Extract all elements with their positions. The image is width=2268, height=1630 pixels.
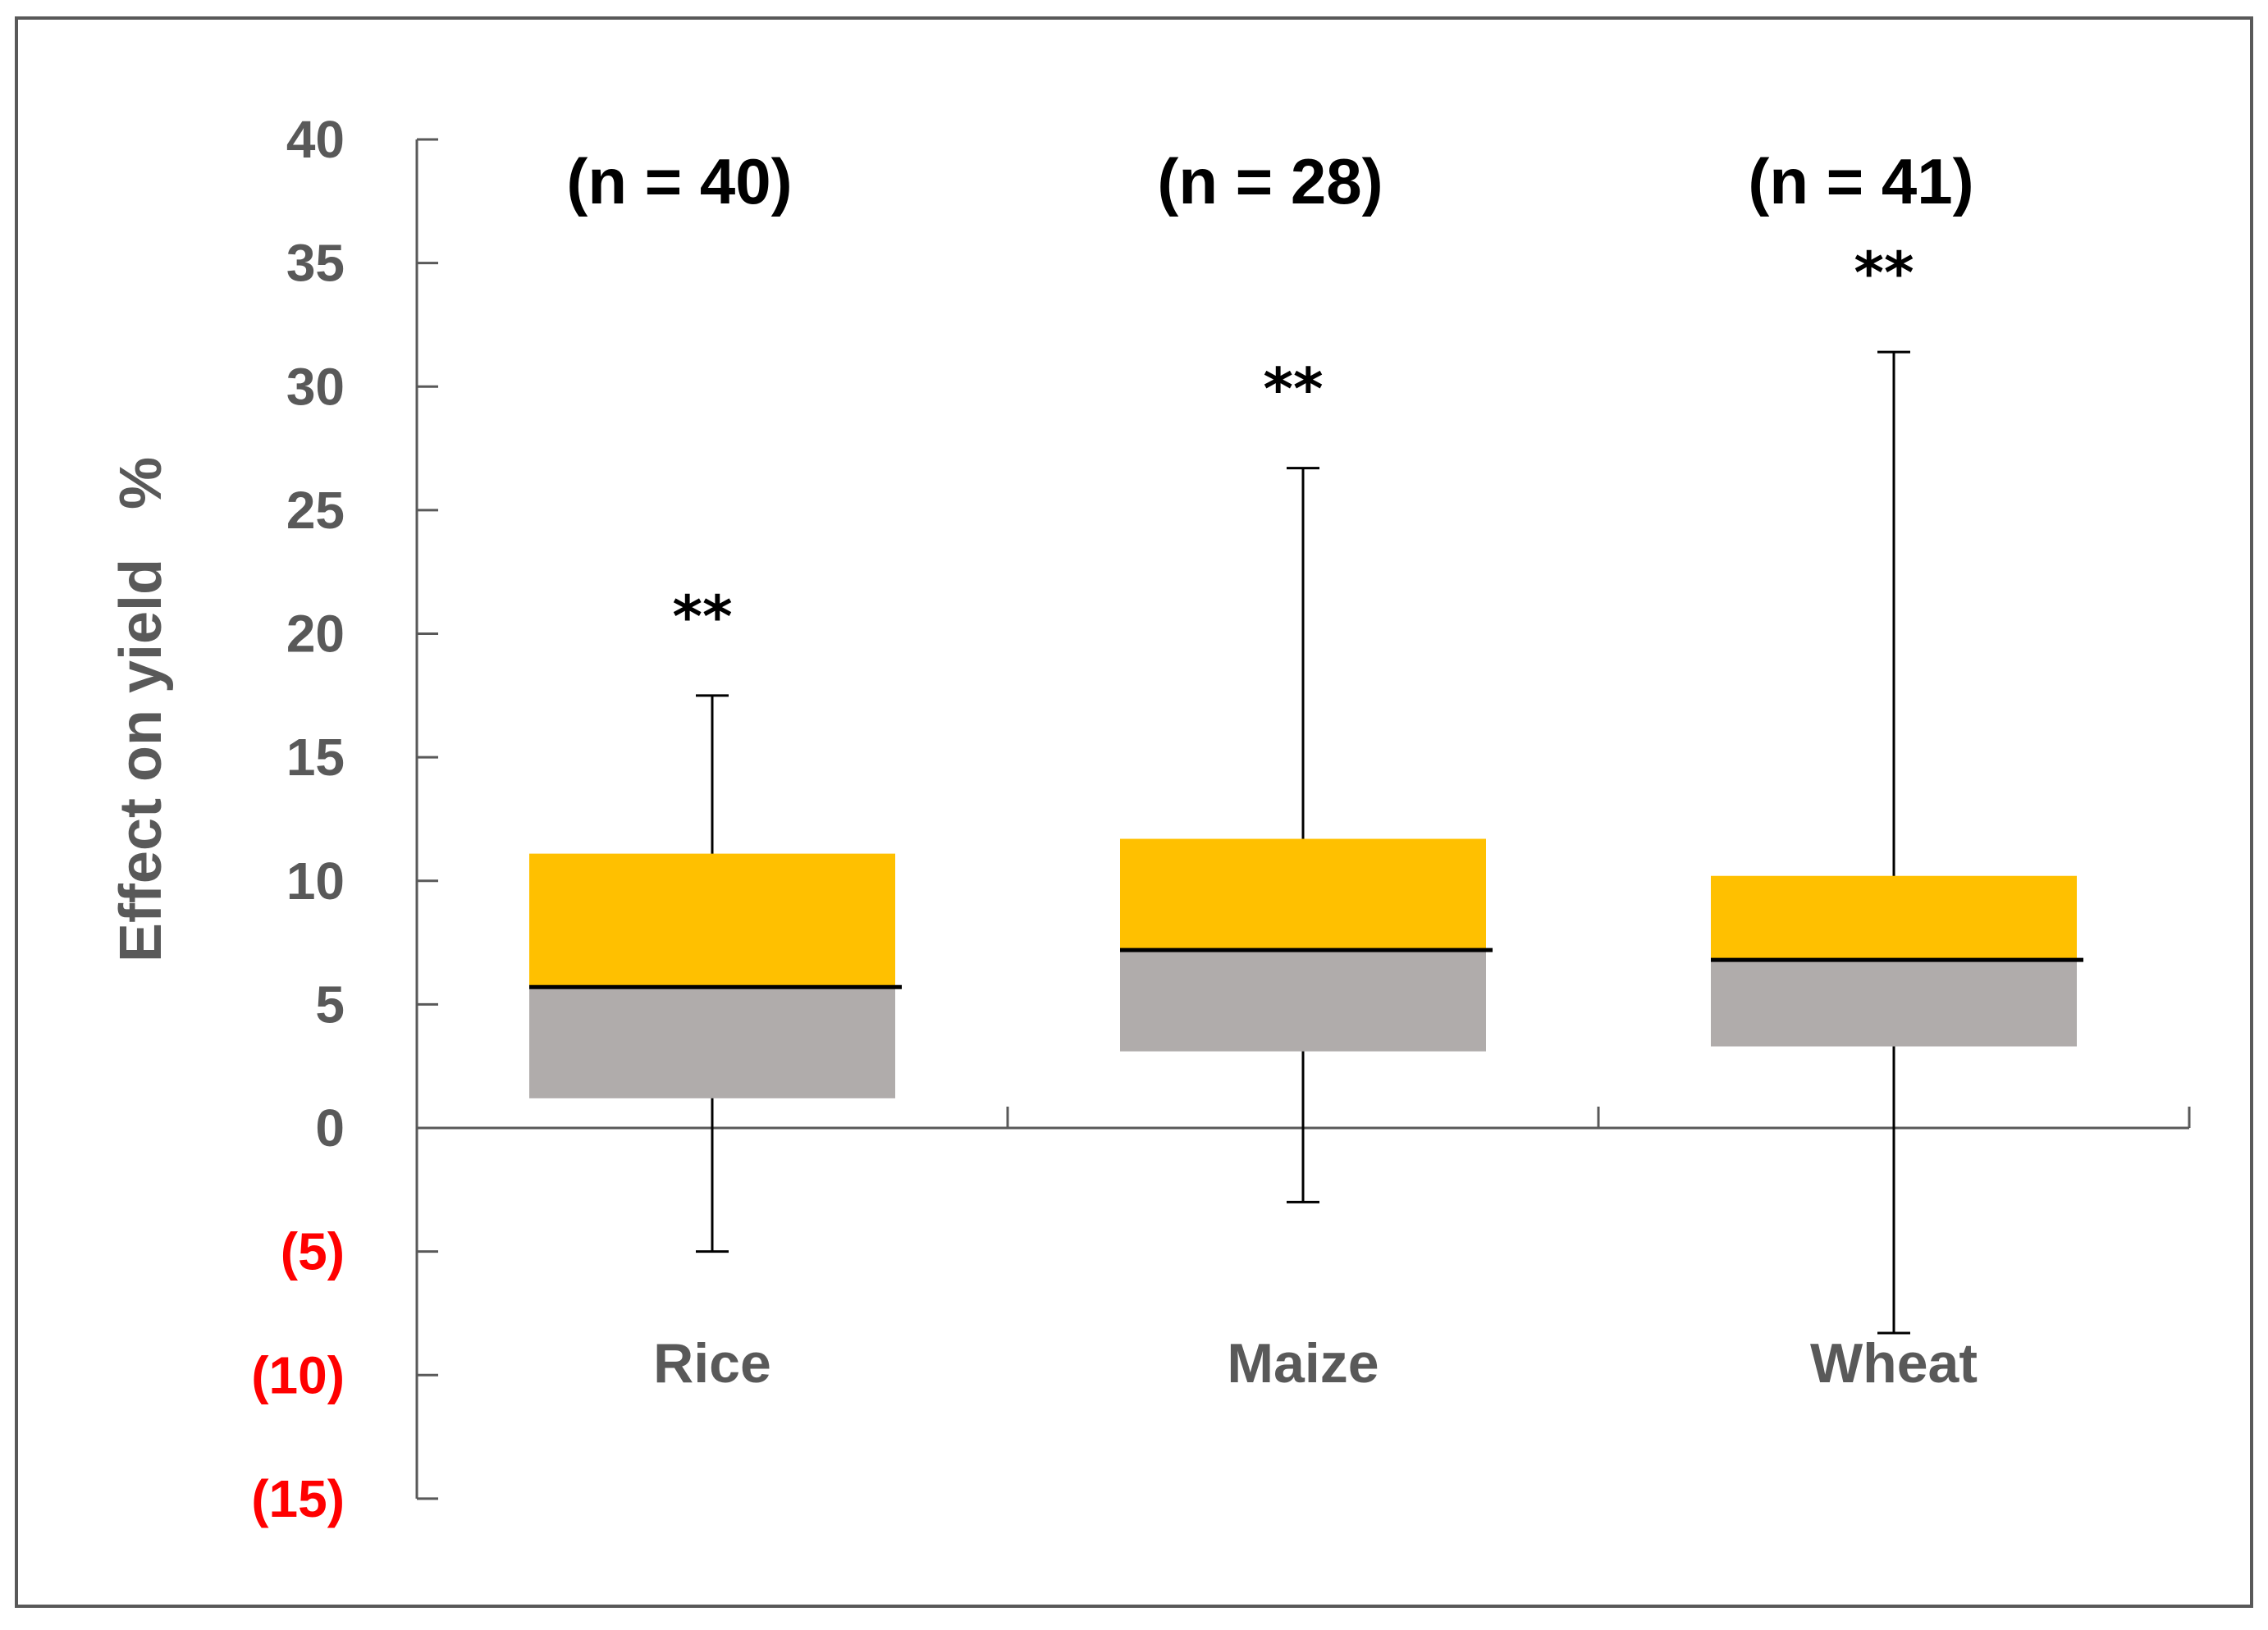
y-tick-label: (15) [251, 1469, 345, 1528]
y-tick-label: 30 [286, 357, 345, 416]
significance-label: ** [1854, 240, 1914, 307]
box-maize [1120, 467, 1493, 1203]
y-tick-label: 5 [315, 975, 345, 1034]
sample-size-label: (n = 40) [566, 145, 792, 217]
x-category-label: Maize [1227, 1332, 1379, 1395]
box-series [529, 350, 2083, 1335]
annotations: ** (n = 40) Rice ** (n = 28) Maize ** (n = 41) W… [566, 145, 1978, 1395]
y-tick-label: 20 [286, 605, 345, 664]
box-lower-quartile [1120, 950, 1486, 1052]
y-tick-label: 35 [286, 234, 345, 293]
y-axis: 40 35 30 25 20 15 10 5 0 (5) (10) (15) [251, 110, 438, 1528]
box-lower-quartile [1711, 960, 2077, 1047]
sample-size-label: (n = 41) [1748, 145, 1973, 217]
box-upper-quartile [1711, 875, 2077, 961]
significance-label: ** [1263, 356, 1323, 423]
y-axis-title: Effect on yield % [108, 457, 174, 962]
box-lower-quartile [529, 987, 895, 1098]
y-tick-label: 15 [286, 728, 345, 787]
box-upper-quartile [529, 853, 895, 988]
chart-frame [15, 16, 2253, 1608]
y-tick-label: 10 [286, 852, 345, 911]
x-category-label: Rice [653, 1332, 771, 1395]
y-tick-label: 0 [315, 1098, 345, 1157]
y-tick-label: 40 [286, 110, 345, 169]
y-tick-label: 25 [286, 481, 345, 540]
sample-size-label: (n = 28) [1157, 145, 1383, 217]
y-tick-label: (10) [251, 1345, 345, 1404]
y-tick-label: (5) [281, 1222, 345, 1281]
x-category-label: Wheat [1810, 1332, 1978, 1395]
box-upper-quartile [1120, 838, 1486, 951]
box-rice [529, 694, 902, 1253]
significance-label: ** [672, 583, 732, 651]
box-wheat [1711, 350, 2083, 1335]
